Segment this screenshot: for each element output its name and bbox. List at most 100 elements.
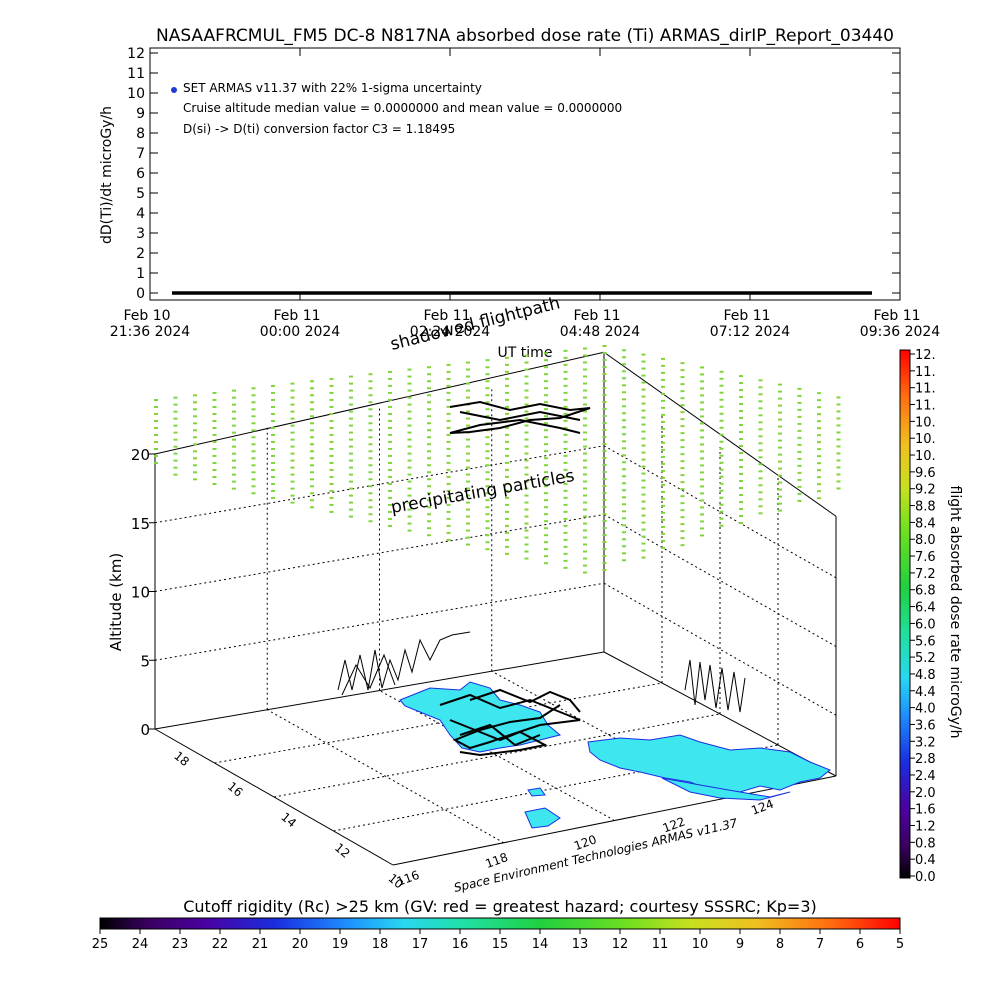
- dose-rate-colorbar-tick-label: 6.4: [915, 601, 936, 616]
- land-small-2: [527, 787, 546, 797]
- dose-rate-colorbar: 12.11.11.11.10.10.10.9.69.28.88.48.07.67…: [899, 348, 963, 885]
- altitude-tick-label: 0: [140, 721, 150, 739]
- top-y-tick-label: 12: [127, 46, 145, 62]
- dose-rate-colorbar-tick-label: 10.: [915, 432, 936, 447]
- dose-rate-colorbar-tick-label: 4.8: [915, 668, 936, 683]
- dose-rate-colorbar-tick-label: 1.6: [915, 803, 936, 818]
- dose-rate-colorbar-tick-label: 5.2: [915, 651, 936, 666]
- precipitating-column: [739, 375, 743, 525]
- dose-rate-colorbar-tick-label: 2.4: [915, 769, 936, 784]
- dose-rate-colorbar-tick-label: 8.0: [915, 533, 936, 548]
- cutoff-rigidity-tick-label: 17: [412, 937, 429, 952]
- precipitating-column: [524, 354, 529, 560]
- dose-rate-colorbar-tick-label: 4.4: [915, 685, 936, 700]
- land-visayas: [587, 734, 831, 793]
- dose-rate-colorbar-tick-label: 8.4: [915, 516, 936, 531]
- legend-line-3: D(si) -> D(ti) conversion factor C3 = 1.…: [183, 122, 455, 136]
- top-y-tick-label: 11: [127, 66, 145, 82]
- precipitating-column: [485, 359, 490, 551]
- dose-rate-colorbar-tick-label: 0.0: [915, 870, 936, 885]
- cutoff-rigidity-tick-label: 11: [652, 937, 669, 952]
- precipitating-column: [193, 394, 197, 481]
- land-small: [524, 807, 561, 829]
- dose-rate-colorbar-tick-label: 10.: [915, 415, 936, 430]
- cutoff-rigidity-tick-label: 12: [612, 937, 629, 952]
- dose-rate-colorbar-tick-label: 11.: [915, 399, 936, 414]
- dose-rate-colorbar-tick-label: 7.6: [915, 550, 936, 565]
- precipitating-column: [368, 373, 373, 523]
- precipitating-column: [583, 347, 587, 574]
- top-y-tick-label: 1: [136, 266, 145, 282]
- precipitating-column: [602, 344, 607, 571]
- latitude-tick-label: 12: [332, 840, 353, 861]
- cutoff-rigidity-ticks: 25 24 23 22 21 20 19 18 17 16 15 14 13 12 11 10 9 8 7 6 5: [92, 929, 904, 952]
- flightpath-shadow-ground: [439, 688, 581, 757]
- dose-rate-colorbar-label: flight absorbed dose rate microGy/h: [947, 486, 963, 739]
- dose-rate-colorbar-tick-label: 11.: [915, 365, 936, 380]
- latitude-tick-label: 18: [171, 749, 192, 770]
- precipitating-column: [817, 392, 821, 500]
- grid-line: [273, 713, 721, 798]
- legend-line-1: SET ARMAS v11.37 with 22% 1-sigma uncert…: [183, 81, 482, 95]
- cutoff-rigidity-tick-label: 22: [212, 937, 229, 952]
- grid-line: [154, 445, 605, 524]
- precipitating-column: [407, 368, 412, 532]
- precipitating-column: [544, 352, 548, 565]
- cutoff-rigidity-tick-label: 13: [572, 937, 589, 952]
- top-y-tick-label: 9: [136, 106, 145, 122]
- top-y-tick-label: 0: [136, 286, 145, 302]
- grid-line: [603, 514, 837, 647]
- top-y-tick-label: 8: [136, 126, 145, 142]
- dose-rate-colorbar-tick-label: 8.8: [915, 500, 936, 515]
- precipitating-particles-layer: [154, 344, 841, 574]
- cutoff-rigidity-tick-label: 9: [736, 937, 744, 952]
- top-y-axis-label: dD(Ti)/dt microGy/h: [99, 106, 115, 244]
- precipitating-column: [797, 387, 802, 502]
- top-y-tick-label: 3: [136, 226, 145, 242]
- flightpath-3d-right: [684, 659, 746, 713]
- land-luzon: [399, 681, 562, 753]
- dose-rate-colorbar-tick-label: 2.8: [915, 752, 936, 767]
- cutoff-rigidity-tick-label: 8: [776, 937, 784, 952]
- dose-rate-colorbar-tick-label: 6.0: [915, 617, 936, 632]
- cutoff-rigidity-tick-label: 7: [816, 937, 824, 952]
- cutoff-rigidity-tick-label: 21: [252, 937, 269, 952]
- precipitating-particles-label: precipitating particles: [389, 466, 576, 518]
- land-masses: [399, 681, 831, 829]
- cutoff-rigidity-tick-label: 16: [452, 937, 469, 952]
- cutoff-rigidity-tick-label: 5: [896, 937, 904, 952]
- top-x-tick-label-time: 07:12 2024: [710, 324, 791, 340]
- dose-rate-colorbar-tick-label: 7.2: [915, 567, 936, 582]
- cutoff-rigidity-gradient: [99, 917, 901, 930]
- latitude-tick-label: 16: [225, 779, 246, 800]
- dose-rate-colorbar-tick-label: 3.2: [915, 735, 936, 750]
- precipitating-column: [836, 396, 841, 490]
- legend-line-2: Cruise altitude median value = 0.0000000…: [183, 101, 622, 115]
- precipitating-column: [427, 366, 431, 537]
- grid-line: [491, 670, 726, 799]
- dose-rate-colorbar-tick-label: 0.8: [915, 836, 936, 851]
- cutoff-rigidity-tick-label: 19: [332, 937, 349, 952]
- altitude-tick-label: 20: [131, 446, 150, 464]
- top-y-tick-label: 6: [136, 166, 145, 182]
- dose-rate-colorbar-tick-label: 9.2: [915, 483, 936, 498]
- cutoff-rigidity-tick-label: 18: [372, 937, 389, 952]
- precipitating-column: [212, 391, 217, 485]
- precipitating-column: [622, 349, 626, 562]
- top-plot-frame: [149, 47, 901, 301]
- top-y-tick-label: 4: [136, 206, 145, 222]
- top-x-tick-label-date: Feb 11: [573, 308, 620, 324]
- altitude-tick-label: 10: [131, 584, 150, 602]
- precipitating-column: [232, 389, 236, 490]
- precipitating-column: [271, 384, 275, 499]
- precipitating-column: [251, 387, 256, 495]
- dose-rate-colorbar-tick-label: 11.: [915, 382, 936, 397]
- top-x-tick-label-date: Feb 11: [273, 308, 320, 324]
- cutoff-rigidity-tick-label: 24: [132, 937, 149, 952]
- precipitating-column: [446, 363, 451, 541]
